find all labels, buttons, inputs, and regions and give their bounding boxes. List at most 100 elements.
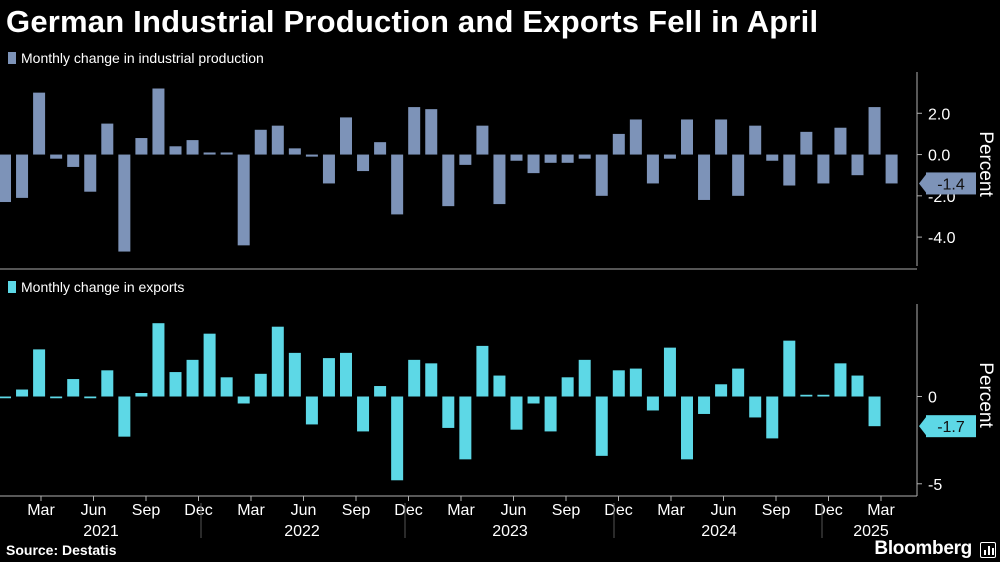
exports-value-pointer (919, 417, 926, 436)
exports-bar (254, 373, 267, 397)
production-bar (800, 131, 813, 155)
x-tick-label: Dec (814, 502, 842, 519)
production-bar (749, 125, 762, 155)
exports-bar (152, 323, 165, 397)
production-bar (766, 154, 779, 161)
exports-bar (527, 396, 540, 404)
exports-bar (169, 372, 182, 397)
exports-bar (425, 363, 438, 397)
exports-bar (612, 370, 625, 397)
exports-bar (732, 368, 745, 397)
production-bar (732, 154, 745, 196)
x-tick-label: Jun (81, 502, 107, 519)
exports-bar (510, 396, 523, 430)
production-bar (851, 154, 864, 176)
exports-bar (868, 396, 881, 427)
production-bar (493, 154, 506, 205)
production-bar (16, 154, 29, 198)
x-year-label: 2021 (83, 523, 119, 540)
production-bar (152, 88, 165, 155)
x-tick-label: Jun (291, 502, 317, 519)
x-tick-label: Sep (132, 502, 161, 519)
exports-bar (749, 396, 762, 418)
production-bar (0, 154, 11, 203)
x-year-label: 2025 (853, 523, 889, 540)
x-tick-label: Sep (342, 502, 371, 519)
production-bar (698, 154, 711, 200)
exports-bar (322, 358, 335, 397)
x-tick-label: Sep (762, 502, 791, 519)
exports-value-label: -1.7 (937, 419, 965, 436)
x-year-label: 2023 (492, 523, 528, 540)
exports-bar (186, 359, 199, 397)
exports-bar (578, 359, 591, 397)
x-year-label: 2022 (284, 523, 320, 540)
production-bar (50, 154, 63, 159)
exports-bar (33, 349, 46, 397)
production-bar (834, 127, 847, 155)
exports-bar (0, 396, 11, 399)
exports-bar (783, 340, 796, 397)
exports-bar (237, 396, 250, 404)
production-bar (476, 125, 489, 155)
x-tick-label: Sep (552, 502, 581, 519)
exports-bar (493, 375, 506, 397)
exports-bar (766, 396, 779, 439)
production-bar (271, 125, 284, 155)
production-bar (646, 154, 659, 184)
production-bar (817, 154, 830, 184)
chart-title: German Industrial Production and Exports… (6, 4, 819, 39)
x-tick-label: Mar (447, 502, 475, 519)
production-bar (237, 154, 250, 246)
x-tick-label: Mar (657, 502, 685, 519)
exports-y-tick-label: -5 (928, 477, 942, 494)
production-bar (374, 142, 387, 155)
production-y-axis-label: Percent (975, 131, 996, 197)
production-bar (715, 119, 728, 155)
exports-bar (476, 345, 489, 397)
exports-bar (442, 396, 455, 428)
production-bar (169, 146, 182, 155)
exports-y-tick-label: 0 (928, 390, 937, 407)
production-bar (510, 154, 523, 161)
bloomberg-logo: Bloomberg (874, 538, 972, 559)
exports-bar (715, 384, 728, 397)
exports-bar (681, 396, 693, 460)
exports-bar (305, 396, 318, 425)
x-tick-label: Jun (501, 502, 527, 519)
x-tick-label: Mar (27, 502, 55, 519)
exports-bar (340, 352, 352, 397)
production-bar (868, 107, 881, 155)
production-y-tick-label: 0.0 (928, 148, 950, 165)
exports-bar (817, 394, 830, 397)
exports-bar (84, 396, 97, 399)
exports-bar (374, 386, 387, 397)
x-tick-label: Mar (237, 502, 265, 519)
production-bar (527, 154, 540, 174)
production-bar (322, 154, 335, 184)
x-tick-label: Dec (184, 502, 212, 519)
exports-bar (220, 377, 233, 397)
x-tick-label: Jun (711, 502, 737, 519)
exports-legend-swatch (8, 281, 16, 293)
source-note: Source: Destatis (6, 542, 117, 558)
exports-legend-label: Monthly change in exports (21, 279, 184, 295)
exports-bar (800, 394, 813, 397)
x-year-label: 2024 (701, 523, 737, 540)
production-legend-label: Monthly change in industrial production (21, 50, 264, 66)
exports-bar (595, 396, 608, 456)
production-bar (663, 154, 676, 159)
production-bar (442, 154, 455, 207)
exports-bar (544, 396, 557, 432)
production-bar (203, 152, 216, 155)
production-bar (629, 119, 642, 155)
production-bar (544, 154, 557, 163)
exports-bar (50, 396, 63, 399)
production-bar (186, 140, 199, 155)
exports-bar (288, 352, 301, 397)
production-value-label: -1.4 (937, 176, 965, 193)
production-y-tick-label: 2.0 (928, 106, 950, 123)
exports-value-badge (926, 415, 976, 438)
production-bar (67, 154, 80, 167)
exports-bar (203, 333, 216, 397)
